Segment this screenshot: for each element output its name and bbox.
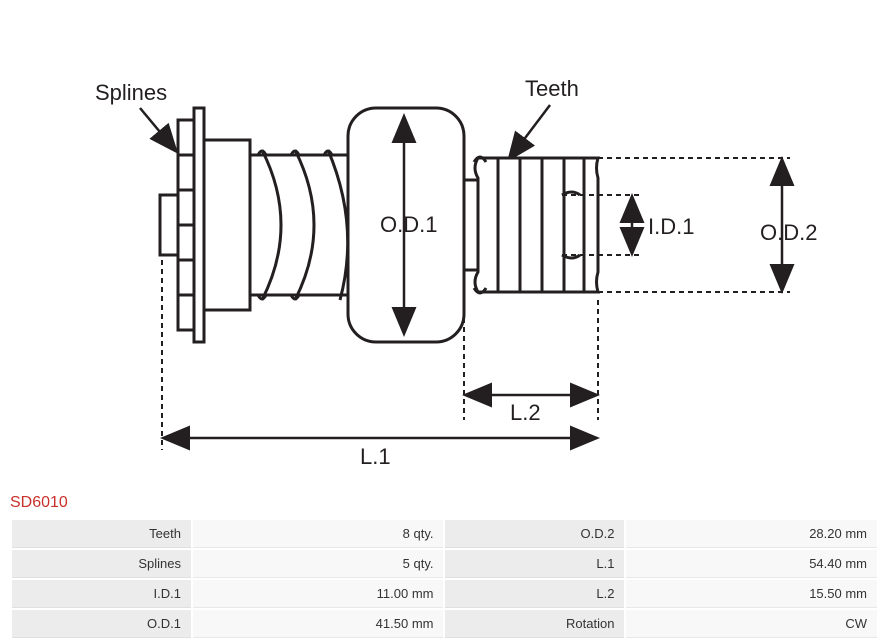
technical-diagram: Splines Teeth xyxy=(0,0,889,490)
label-od1: O.D.1 xyxy=(380,212,437,237)
spec-table-body: Teeth 8 qty. O.D.2 28.20 mm Splines 5 qt… xyxy=(12,520,877,638)
hub-splines xyxy=(160,108,250,342)
label-teeth: Teeth xyxy=(525,76,579,101)
spec-value: 8 qty. xyxy=(193,520,444,548)
part-number: SD6010 xyxy=(0,490,889,518)
spec-label: Teeth xyxy=(12,520,191,548)
table-row: Teeth 8 qty. O.D.2 28.20 mm xyxy=(12,520,877,548)
gear-head xyxy=(464,157,598,293)
spec-value: 11.00 mm xyxy=(193,580,444,608)
spec-label: Splines xyxy=(12,550,191,578)
spec-value: 54.40 mm xyxy=(626,550,877,578)
spec-label: L.1 xyxy=(445,550,624,578)
spec-value: 5 qty. xyxy=(193,550,444,578)
arrow-splines xyxy=(140,108,175,150)
diagram-svg: Splines Teeth xyxy=(0,0,889,490)
label-od2: O.D.2 xyxy=(760,220,817,245)
table-row: I.D.1 11.00 mm L.2 15.50 mm xyxy=(12,580,877,608)
spec-label: O.D.2 xyxy=(445,520,624,548)
spec-table: Teeth 8 qty. O.D.2 28.20 mm Splines 5 qt… xyxy=(10,518,879,640)
spec-label: L.2 xyxy=(445,580,624,608)
label-l2: L.2 xyxy=(510,400,541,425)
table-row: Splines 5 qty. L.1 54.40 mm xyxy=(12,550,877,578)
spec-label: I.D.1 xyxy=(12,580,191,608)
spec-value: 15.50 mm xyxy=(626,580,877,608)
shaft-spring xyxy=(250,150,348,300)
spec-value: 28.20 mm xyxy=(626,520,877,548)
label-splines: Splines xyxy=(95,80,167,105)
label-l1: L.1 xyxy=(360,444,391,469)
label-id1: I.D.1 xyxy=(648,214,694,239)
page-root: Splines Teeth xyxy=(0,0,889,640)
arrow-teeth xyxy=(510,105,550,158)
